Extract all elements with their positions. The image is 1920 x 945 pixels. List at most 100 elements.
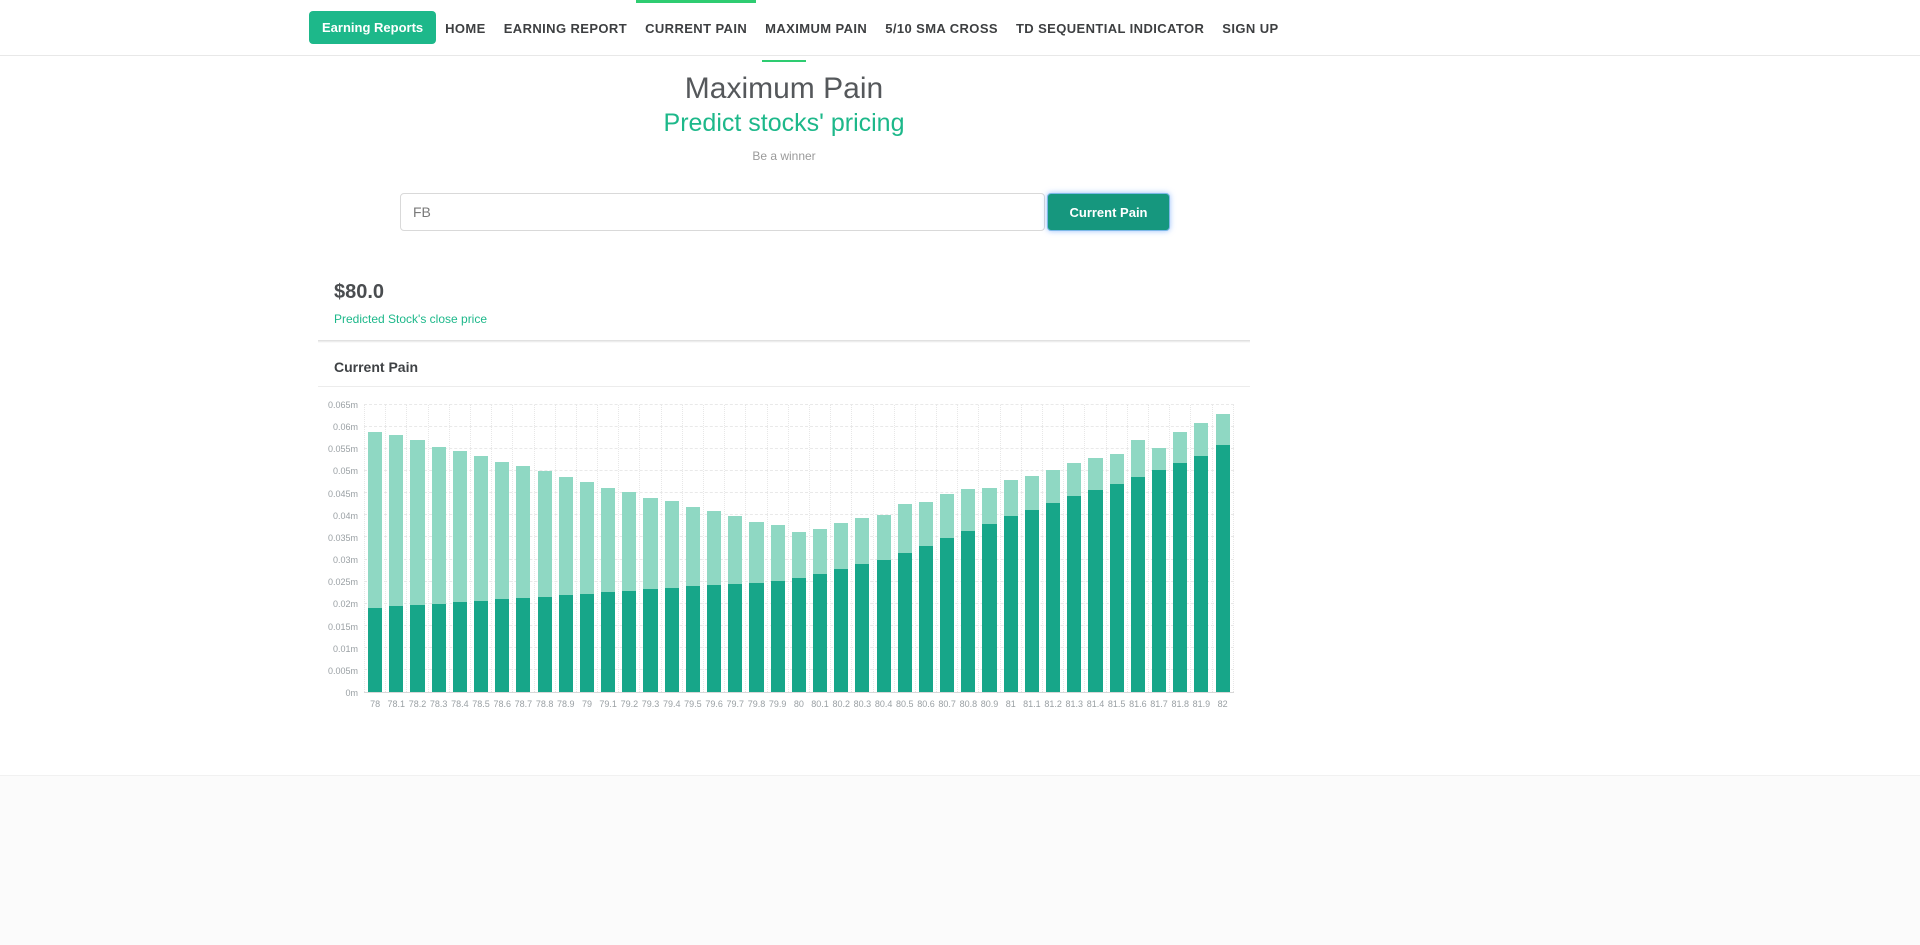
bar-segment-upper[interactable]	[961, 488, 976, 531]
bar-segment-upper[interactable]	[728, 516, 743, 584]
bar-segment-upper[interactable]	[1151, 448, 1167, 471]
bar-segment-lower[interactable]	[834, 569, 849, 692]
stacked-bar[interactable]	[876, 515, 891, 692]
bar-segment-lower[interactable]	[707, 585, 722, 692]
stacked-bar[interactable]	[516, 465, 531, 692]
bar-column[interactable]: 78.1	[386, 405, 408, 709]
bar-segment-lower[interactable]	[579, 593, 595, 692]
bar-segment-upper[interactable]	[834, 523, 849, 570]
bar-segment-upper[interactable]	[516, 465, 531, 598]
bar-segment-lower[interactable]	[643, 589, 658, 692]
stacked-bar[interactable]	[728, 516, 743, 692]
bar-segment-upper[interactable]	[664, 501, 679, 588]
bar-segment-upper[interactable]	[410, 440, 425, 606]
stacked-bar[interactable]	[1003, 480, 1018, 692]
stacked-bar[interactable]	[368, 431, 383, 692]
bar-column[interactable]: 79.9	[768, 405, 789, 709]
bar-segment-lower[interactable]	[749, 582, 764, 692]
bar-column[interactable]: 78.3	[429, 405, 450, 709]
bar-segment-upper[interactable]	[643, 497, 658, 590]
bar-column[interactable]: 80.5	[895, 405, 916, 709]
bar-segment-lower[interactable]	[897, 552, 912, 692]
stacked-bar[interactable]	[1130, 440, 1145, 692]
bar-segment-upper[interactable]	[389, 435, 404, 607]
bar-segment-lower[interactable]	[1024, 509, 1039, 692]
bar-column[interactable]: 79.4	[662, 405, 683, 709]
stacked-bar[interactable]	[961, 488, 976, 692]
bar-segment-lower[interactable]	[791, 578, 806, 692]
bar-segment-upper[interactable]	[1109, 453, 1124, 484]
bar-column[interactable]: 79.5	[683, 405, 704, 709]
stacked-bar[interactable]	[1109, 453, 1124, 692]
bar-column[interactable]: 80.2	[831, 405, 853, 709]
bar-segment-upper[interactable]	[601, 487, 616, 593]
bar-column[interactable]: 81.4	[1085, 405, 1107, 709]
current-pain-button[interactable]: Current Pain	[1047, 193, 1170, 231]
bar-segment-upper[interactable]	[685, 506, 700, 587]
bar-segment-lower[interactable]	[770, 580, 785, 692]
bar-segment-lower[interactable]	[410, 605, 425, 692]
stacked-bar[interactable]	[791, 531, 806, 692]
stacked-bar[interactable]	[812, 528, 828, 692]
bar-column[interactable]: 78.9	[556, 405, 577, 709]
bar-segment-upper[interactable]	[749, 522, 764, 583]
bar-segment-upper[interactable]	[1173, 431, 1188, 464]
nav-item-current-pain[interactable]: CURRENT PAIN	[636, 0, 757, 56]
bar-column[interactable]: 81.2	[1043, 405, 1065, 709]
nav-item-sma-cross[interactable]: 5/10 SMA CROSS	[885, 20, 998, 36]
bar-segment-lower[interactable]	[1067, 496, 1082, 692]
nav-item-earning-report[interactable]: EARNING REPORT	[503, 20, 628, 36]
bar-segment-upper[interactable]	[452, 451, 467, 603]
bar-column[interactable]: 80.9	[979, 405, 1001, 709]
nav-item-home[interactable]: HOME	[445, 20, 486, 36]
bar-segment-upper[interactable]	[707, 510, 722, 586]
stacked-bar[interactable]	[1151, 448, 1167, 692]
bar-segment-lower[interactable]	[516, 597, 531, 692]
bar-column[interactable]: 79.2	[619, 405, 641, 709]
bar-column[interactable]: 80.8	[958, 405, 980, 709]
bar-segment-lower[interactable]	[452, 602, 467, 692]
bar-column[interactable]: 78.7	[513, 405, 535, 709]
stacked-bar[interactable]	[982, 488, 997, 692]
stacked-bar[interactable]	[834, 523, 849, 692]
bar-segment-upper[interactable]	[918, 502, 934, 547]
stacked-bar[interactable]	[473, 455, 489, 692]
stacked-bar[interactable]	[1046, 470, 1061, 692]
bar-segment-upper[interactable]	[855, 517, 870, 564]
bar-segment-upper[interactable]	[1194, 422, 1209, 456]
bar-segment-upper[interactable]	[1088, 458, 1103, 490]
stacked-bar[interactable]	[685, 506, 700, 692]
stacked-bar[interactable]	[897, 504, 912, 692]
bar-segment-lower[interactable]	[961, 530, 976, 692]
bar-column[interactable]: 81.6	[1128, 405, 1149, 709]
bar-column[interactable]: 78.6	[492, 405, 514, 709]
stacked-bar[interactable]	[1194, 422, 1209, 692]
stacked-bar[interactable]	[431, 446, 446, 692]
bar-column[interactable]: 80.7	[937, 405, 959, 709]
bar-segment-lower[interactable]	[1215, 444, 1230, 692]
stacked-bar[interactable]	[1088, 458, 1103, 692]
stacked-bar[interactable]	[940, 494, 955, 692]
bar-segment-lower[interactable]	[1109, 483, 1124, 692]
bar-column[interactable]: 79.1	[598, 405, 620, 709]
stacked-bar[interactable]	[664, 501, 679, 692]
stacked-bar[interactable]	[495, 461, 510, 692]
bar-segment-upper[interactable]	[897, 504, 912, 553]
stacked-bar[interactable]	[579, 482, 595, 692]
bar-segment-upper[interactable]	[1130, 440, 1145, 477]
bar-column[interactable]: 79.6	[704, 405, 726, 709]
bar-segment-lower[interactable]	[431, 603, 446, 692]
bar-column[interactable]: 80.1	[810, 405, 832, 709]
bar-segment-upper[interactable]	[1215, 413, 1230, 445]
bar-column[interactable]: 78	[364, 405, 387, 709]
nav-item-sign-up[interactable]: SIGN UP	[1222, 20, 1279, 36]
bar-segment-upper[interactable]	[1003, 480, 1018, 517]
bar-column[interactable]: 78.2	[407, 405, 429, 709]
bar-segment-lower[interactable]	[1046, 503, 1061, 692]
bar-segment-lower[interactable]	[473, 601, 489, 692]
bar-segment-upper[interactable]	[791, 531, 806, 579]
bar-segment-lower[interactable]	[537, 596, 552, 692]
bar-segment-upper[interactable]	[1067, 463, 1082, 497]
bar-column[interactable]: 81	[1001, 405, 1022, 709]
bar-column[interactable]: 78.4	[450, 405, 471, 709]
